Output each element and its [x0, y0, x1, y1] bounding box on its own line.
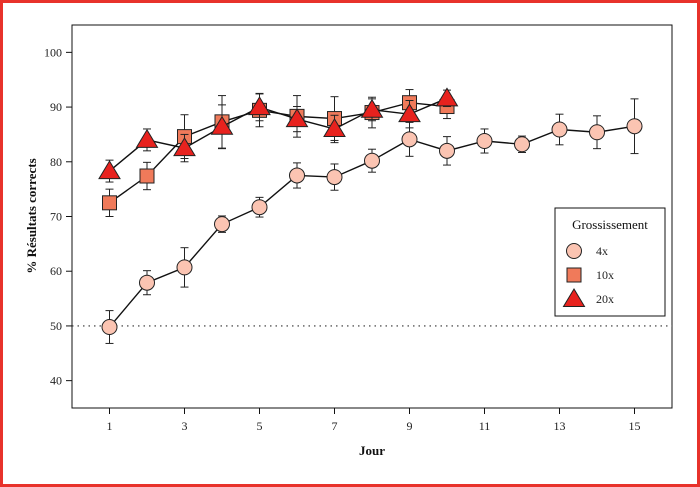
data-point-4x — [326, 169, 343, 186]
series-line-20x — [109, 97, 448, 172]
y-tick-label: 90 — [50, 100, 62, 114]
y-tick-label: 60 — [50, 264, 62, 278]
data-point-4x — [551, 121, 568, 138]
x-axis-title: Jour — [359, 443, 385, 458]
data-point-4x — [251, 199, 268, 216]
data-point-20x — [323, 117, 346, 137]
data-point-4x — [101, 319, 118, 336]
legend-label-10x: 10x — [596, 268, 614, 282]
data-point-4x — [476, 132, 493, 149]
legend: Grossissement 4x 10x 20x — [554, 207, 666, 317]
data-point-10x — [102, 195, 117, 211]
legend-marker-20x — [562, 288, 586, 307]
data-point-4x — [176, 259, 193, 276]
series-line-10x — [109, 101, 448, 204]
series-20x — [98, 87, 459, 183]
x-tick-label: 13 — [554, 419, 566, 433]
data-point-4x — [514, 136, 530, 153]
data-point-10x — [139, 168, 155, 184]
y-tick-label: 70 — [50, 210, 62, 224]
data-point-4x — [626, 118, 643, 135]
data-point-20x — [173, 137, 196, 157]
x-tick-label: 11 — [479, 419, 491, 433]
data-point-4x — [139, 274, 155, 291]
legend-title: Grossissement — [572, 217, 648, 232]
data-point-4x — [439, 142, 455, 159]
data-point-4x — [401, 131, 418, 148]
legend-label-4x: 4x — [596, 244, 608, 258]
y-tick-label: 100 — [44, 45, 62, 59]
series-4x — [101, 98, 643, 344]
x-tick-label: 3 — [182, 419, 188, 433]
data-point-20x — [248, 96, 271, 116]
x-tick-label: 15 — [629, 419, 641, 433]
y-tick-label: 40 — [50, 374, 62, 388]
legend-marker-10x — [566, 267, 582, 283]
x-tick-label: 9 — [407, 419, 413, 433]
data-point-4x — [289, 167, 305, 184]
data-point-4x — [214, 216, 230, 233]
data-point-20x — [398, 103, 421, 123]
x-tick-label: 5 — [257, 419, 263, 433]
data-point-20x — [285, 108, 309, 128]
data-point-20x — [435, 87, 459, 107]
data-point-20x — [360, 98, 384, 118]
y-axis-title: % Résultats corrects — [24, 158, 39, 273]
legend-marker-4x — [566, 243, 582, 259]
legend-label-20x: 20x — [596, 292, 614, 306]
data-point-20x — [98, 160, 121, 180]
data-point-4x — [589, 124, 605, 141]
x-tick-label: 7 — [332, 419, 338, 433]
data-point-4x — [364, 152, 380, 169]
data-point-20x — [210, 115, 234, 135]
x-tick-label: 1 — [107, 419, 113, 433]
data-point-20x — [135, 128, 159, 148]
y-tick-label: 50 — [50, 319, 62, 333]
series-10x — [102, 89, 455, 217]
y-tick-label: 80 — [50, 155, 62, 169]
